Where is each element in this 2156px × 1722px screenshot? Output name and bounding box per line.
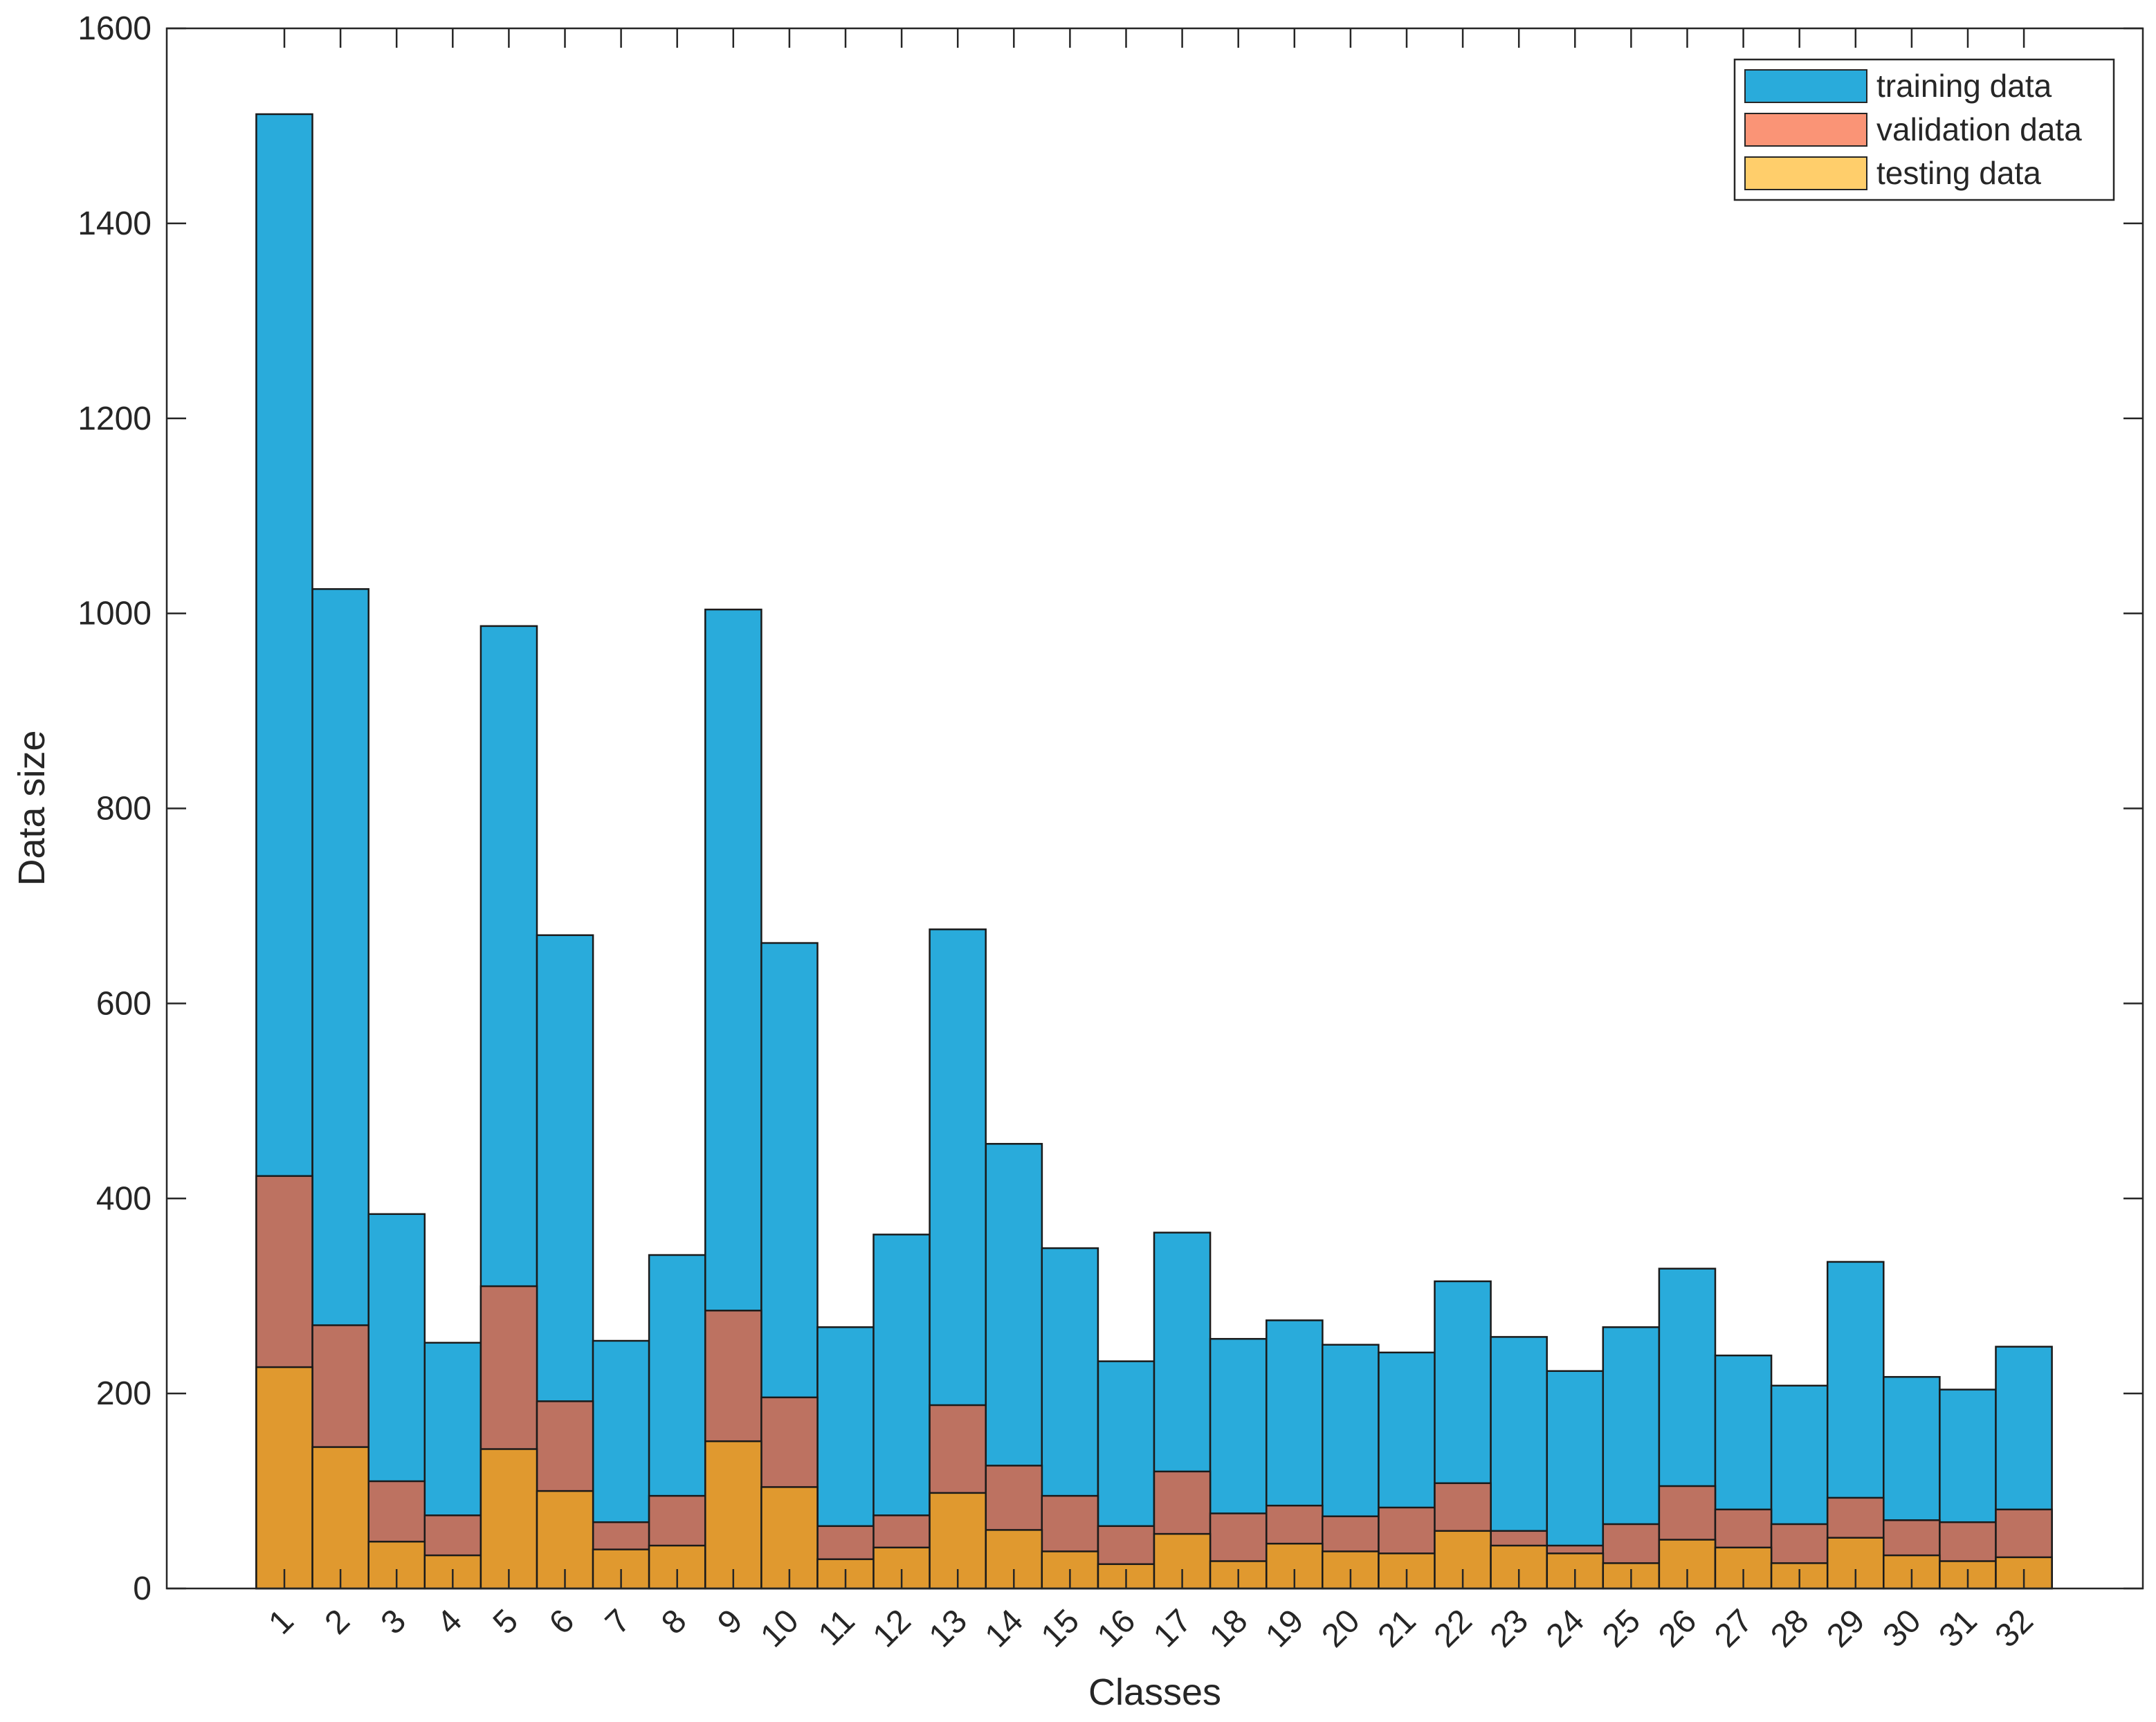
bar-testing-class-5	[479, 1448, 538, 1590]
x-tick-label: 8	[655, 1602, 693, 1641]
x-tick-label: 1	[262, 1602, 300, 1641]
x-tick-label: 4	[430, 1602, 469, 1641]
x-tick-label: 10	[753, 1602, 805, 1654]
y-tick-label: 1200	[77, 401, 152, 437]
bar-testing-class-1	[255, 1366, 313, 1590]
y-tick-label: 1000	[77, 596, 152, 632]
x-tick-label: 20	[1315, 1602, 1367, 1654]
bar-testing-class-10	[760, 1486, 819, 1590]
x-tick-label: 6	[542, 1602, 581, 1641]
x-tick-label: 7	[599, 1602, 637, 1641]
x-tick-label: 30	[1876, 1602, 1928, 1654]
x-tick-label: 21	[1371, 1602, 1423, 1654]
x-tick-label: 29	[1820, 1602, 1872, 1654]
bars-layer	[255, 113, 2053, 1590]
x-tick-label: 31	[1933, 1602, 1984, 1654]
x-axis-label: Classes	[1088, 1671, 1221, 1713]
x-tick-label: 15	[1034, 1602, 1086, 1654]
x-tick-label: 27	[1708, 1602, 1760, 1654]
plot-frame	[165, 27, 2144, 1590]
legend-swatch-validation	[1744, 113, 1867, 147]
x-tick-label: 18	[1203, 1602, 1254, 1654]
x-tick-label: 28	[1764, 1602, 1816, 1654]
x-tick-label: 3	[374, 1602, 413, 1641]
legend-swatch-training	[1744, 69, 1867, 103]
bar-testing-class-17	[1153, 1532, 1212, 1590]
x-tick-label: 11	[812, 1602, 862, 1653]
bar-testing-class-2	[311, 1446, 369, 1590]
y-tick-label: 800	[96, 791, 152, 827]
y-tick-labels: 0 200 400 600 800 1000 1200 1400 1600	[77, 10, 152, 1607]
legend-label-training: training data	[1876, 68, 2052, 104]
legend-swatch-testing	[1744, 156, 1867, 190]
x-tick-label: 16	[1090, 1602, 1142, 1654]
x-tick-label: 26	[1652, 1602, 1703, 1654]
legend: training data validation data testing da…	[1733, 58, 2115, 201]
x-tick-label: 14	[978, 1602, 1030, 1654]
x-tick-label: 9	[711, 1602, 749, 1641]
y-tick-label: 1600	[77, 10, 152, 47]
x-tick-label: 12	[866, 1602, 918, 1654]
x-tick-label: 5	[486, 1602, 525, 1641]
y-tick-label: 200	[96, 1375, 152, 1412]
legend-label-validation: validation data	[1876, 111, 2082, 147]
legend-label-testing: testing data	[1876, 155, 2041, 191]
x-tick-label: 22	[1427, 1602, 1479, 1654]
x-tick-label: 17	[1146, 1602, 1198, 1654]
y-tick-label: 0	[133, 1570, 152, 1607]
x-tick-labels: 1 2 3 4 5 6 7 8 9 10 11 12 13 14 15 16 17 18 19 20 21 22 23 24 2…	[262, 1602, 2040, 1654]
x-tick-label: 2	[318, 1602, 357, 1641]
x-tick-label: 13	[922, 1602, 974, 1654]
x-tick-label: 32	[1989, 1602, 2040, 1654]
y-tick-label: 600	[96, 985, 152, 1022]
x-tick-label: 19	[1259, 1602, 1310, 1654]
bar-testing-class-9	[704, 1440, 762, 1590]
x-tick-label: 23	[1483, 1602, 1535, 1654]
y-tick-label: 1400	[77, 205, 152, 242]
y-axis-label: Data size	[11, 730, 53, 886]
x-tick-label: 25	[1596, 1602, 1647, 1654]
y-tick-label: 400	[96, 1180, 152, 1217]
x-tick-label: 24	[1540, 1602, 1591, 1654]
